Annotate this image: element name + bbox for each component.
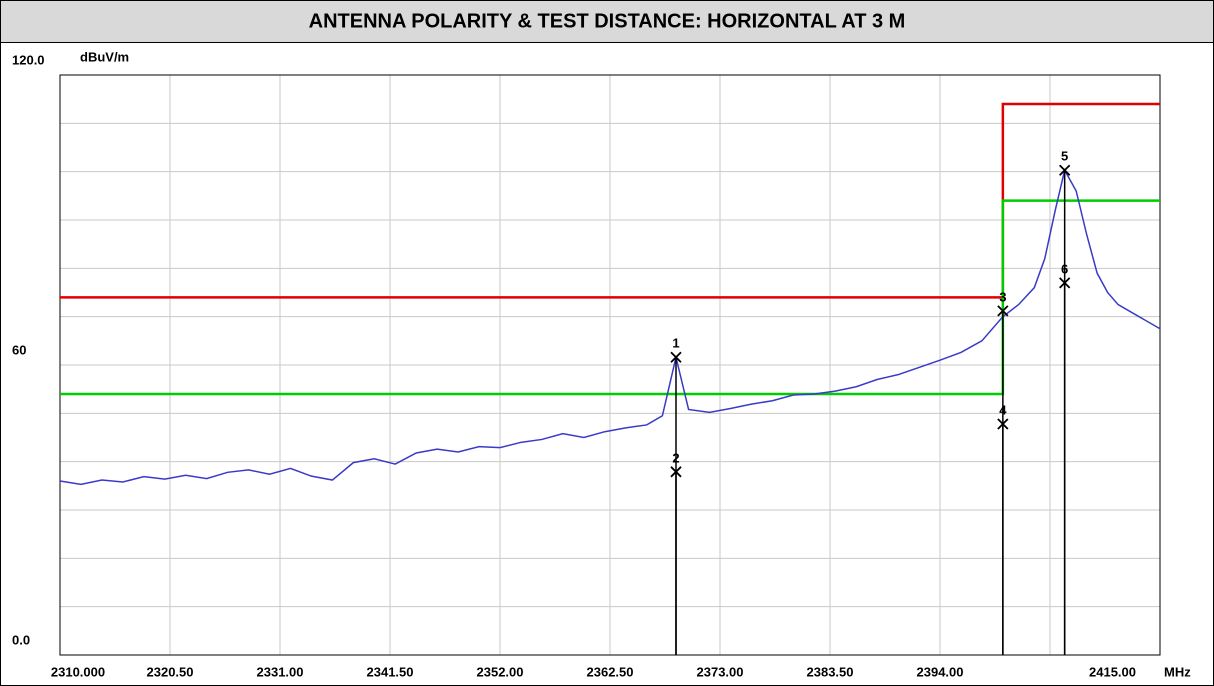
x-tick-label: 2373.00 [697, 664, 744, 679]
x-tick-label: 2362.50 [587, 664, 634, 679]
chart-title: ANTENNA POLARITY & TEST DISTANCE: HORIZO… [309, 10, 906, 32]
plot-frame [59, 74, 1161, 656]
marker [997, 418, 1009, 430]
marker [670, 351, 682, 363]
x-tick-label: 2320.50 [147, 664, 194, 679]
marker [670, 466, 682, 478]
y-axis-label: dBuV/m [80, 49, 129, 64]
x-tick-label: 2331.00 [257, 664, 304, 679]
marker-label: 5 [1061, 149, 1068, 164]
marker [1059, 164, 1071, 176]
marker-label: 4 [999, 402, 1007, 417]
x-tick-label: 2352.00 [477, 664, 524, 679]
x-tick-label: 2394.00 [917, 664, 964, 679]
y-tick-label: 120.0 [12, 52, 45, 67]
marker-label: 1 [672, 336, 679, 351]
marker [1059, 277, 1071, 289]
series-line [60, 199, 1160, 396]
x-tick-label: 2415.00 [1089, 664, 1136, 679]
x-axis-label: MHz [1164, 664, 1191, 679]
x-tick-label: 2341.50 [367, 664, 414, 679]
x-tick-label: 2383.50 [807, 664, 854, 679]
x-tick-label: 2310.000 [51, 664, 105, 679]
y-tick-label: 60 [12, 342, 26, 357]
title-bar [0, 0, 1214, 43]
y-tick-label: 0.0 [12, 632, 30, 647]
marker-label: 6 [1061, 261, 1068, 276]
marker-label: 2 [672, 450, 679, 465]
marker-label: 3 [999, 289, 1006, 304]
marker [997, 305, 1009, 317]
series-line [59, 168, 1161, 486]
